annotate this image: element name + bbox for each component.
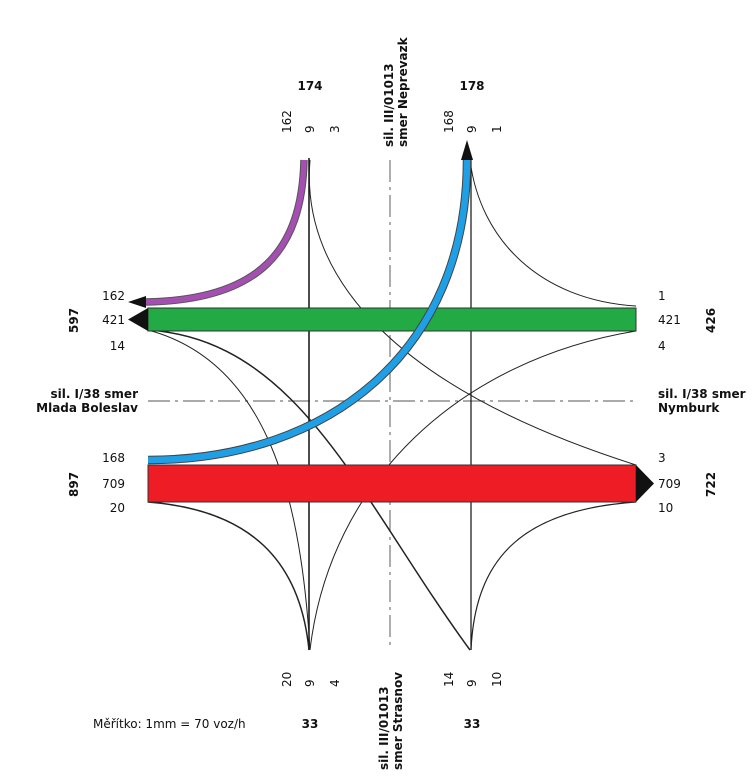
south-road-label: sil. III/01013 [377, 686, 391, 770]
south-right-total: 33 [464, 717, 481, 731]
south-right-flow: 10 [490, 672, 504, 687]
north-left-flow: 9 [303, 125, 317, 133]
north-left-flow: 162 [280, 110, 294, 133]
scale-label: Měřítko: 1mm = 70 voz/h [93, 717, 246, 731]
green-flow-band [147, 307, 637, 332]
south-left-flow: 4 [328, 679, 342, 687]
west-lower-total: 897 [67, 472, 81, 497]
south-left-flow: 9 [303, 679, 317, 687]
turn-curve [147, 501, 310, 651]
west-lower-flow: 168 [102, 451, 125, 465]
west-upper-flow: 421 [102, 313, 125, 327]
east-lower-flow: 3 [658, 451, 666, 465]
turn-curve [470, 501, 637, 651]
west-lower-flow: 709 [102, 477, 125, 491]
east-upper-flow: 4 [658, 339, 666, 353]
green-flow-arrow [128, 308, 148, 331]
east-lower-total: 722 [704, 472, 718, 497]
red-flow-band [147, 464, 637, 503]
north-road-label: sil. III/01013 [382, 63, 396, 147]
north-right-flow: 9 [465, 125, 479, 133]
east-road-label: sil. I/38 smer [658, 387, 746, 401]
blue-flow-band [147, 159, 471, 464]
south-road-label: smer Strasnov [391, 672, 405, 770]
turn-curve [147, 329, 311, 651]
north-left-flow: 3 [328, 125, 342, 133]
west-road-label: sil. I/38 smer [50, 387, 138, 401]
east-upper-flow: 421 [658, 313, 681, 327]
purple-flow-arrow [128, 296, 146, 308]
south-left-flow: 20 [280, 672, 294, 687]
turn-curve [309, 330, 637, 651]
east-upper-flow: 1 [658, 289, 666, 303]
turn-curve [147, 329, 471, 651]
north-right-flow: 168 [442, 110, 456, 133]
west-upper-total: 597 [67, 308, 81, 333]
west-upper-flow: 14 [110, 339, 125, 353]
purple-flow-band [145, 159, 308, 306]
blue-flow-arrow [461, 140, 473, 160]
east-road-label: Nymburk [658, 401, 720, 415]
north-right-flow: 1 [490, 125, 504, 133]
north-road-label: smer Neprevazk [396, 36, 410, 147]
red-flow-arrow [636, 465, 654, 502]
east-lower-flow: 10 [658, 501, 673, 515]
turn-curve [469, 159, 637, 307]
west-lower-flow: 20 [110, 501, 125, 515]
purple-flow-band [145, 159, 307, 305]
west-upper-flow: 162 [102, 289, 125, 303]
east-lower-flow: 709 [658, 477, 681, 491]
west-road-label: Mlada Boleslav [36, 401, 138, 415]
south-right-flow: 14 [442, 672, 456, 687]
north-right-total: 178 [459, 79, 484, 93]
south-right-flow: 9 [465, 679, 479, 687]
north-left-total: 174 [297, 79, 322, 93]
south-left-total: 33 [302, 717, 319, 731]
east-upper-total: 426 [704, 308, 718, 333]
